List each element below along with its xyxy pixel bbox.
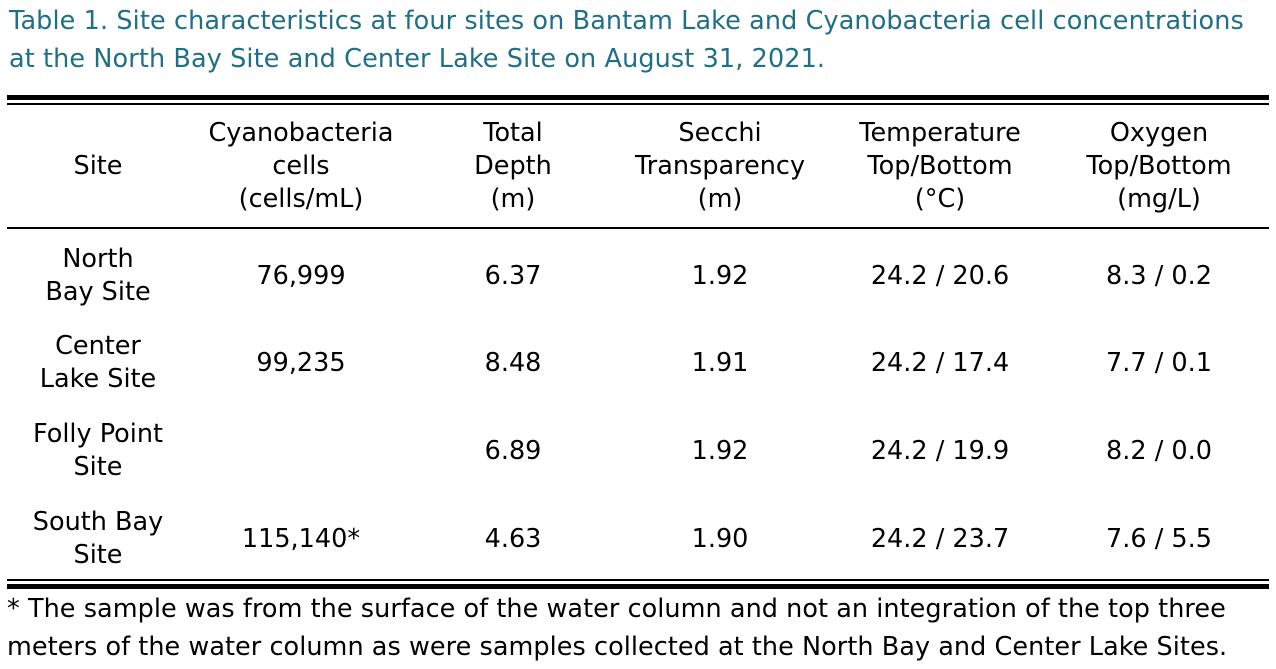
row-temperature: 24.2 / 20.6 xyxy=(870,260,1010,291)
row-temperature: 24.2 / 17.4 xyxy=(870,347,1010,378)
header-temperature: Temperature Top/Bottom (°C) xyxy=(859,117,1021,214)
bottom-rule-thin xyxy=(7,579,1269,581)
row-oxygen: 7.6 / 5.5 xyxy=(1106,523,1212,554)
top-rule-thin xyxy=(7,103,1269,105)
row-site-name: North Bay Site xyxy=(45,244,151,307)
row-cell-count: 115,140* xyxy=(241,523,361,554)
row-temperature: 24.2 / 19.9 xyxy=(870,435,1010,466)
row-secchi: 1.91 xyxy=(691,347,749,378)
footnote-line-1: * The sample was from the surface of the… xyxy=(7,594,1226,624)
row-site-name: Folly Point Site xyxy=(32,419,164,482)
row-cell-count: 76,999 xyxy=(256,260,346,291)
row-total-depth: 6.89 xyxy=(484,435,542,466)
row-oxygen: 8.3 / 0.2 xyxy=(1106,260,1212,291)
bottom-rule-thick xyxy=(7,584,1269,589)
row-cell-count xyxy=(190,416,412,486)
row-secchi: 1.92 xyxy=(691,260,749,291)
table-caption: Table 1. Site characteristics at four si… xyxy=(9,2,1271,78)
row-temperature: 24.2 / 23.7 xyxy=(870,523,1010,554)
row-oxygen: 8.2 / 0.0 xyxy=(1106,435,1212,466)
row-site-name: South Bay Site xyxy=(32,507,164,570)
header-site: Site xyxy=(73,150,123,181)
row-total-depth: 4.63 xyxy=(484,523,542,554)
table-footnote: * The sample was from the surface of the… xyxy=(7,590,1273,666)
header-rule xyxy=(7,227,1269,229)
row-cell-count: 99,235 xyxy=(256,347,346,378)
row-total-depth: 8.48 xyxy=(484,347,542,378)
header-secchi-transparency: Secchi Transparency (m) xyxy=(634,117,806,214)
row-oxygen: 7.7 / 0.1 xyxy=(1106,347,1212,378)
header-total-depth: Total Depth (m) xyxy=(474,117,552,214)
header-cyanobacteria-cells: Cyanobacteria cells (cells/mL) xyxy=(208,117,394,214)
caption-line-2: at the North Bay Site and Center Lake Si… xyxy=(9,44,826,74)
row-total-depth: 6.37 xyxy=(484,260,542,291)
header-oxygen: Oxygen Top/Bottom (mg/L) xyxy=(1086,117,1232,214)
row-secchi: 1.90 xyxy=(691,523,749,554)
top-rule-thick xyxy=(7,95,1269,100)
row-site-name: Center Lake Site xyxy=(39,331,157,394)
row-secchi: 1.92 xyxy=(691,435,749,466)
caption-line-1: Table 1. Site characteristics at four si… xyxy=(9,6,1244,36)
footnote-line-2: meters of the water column as were sampl… xyxy=(7,632,1228,662)
